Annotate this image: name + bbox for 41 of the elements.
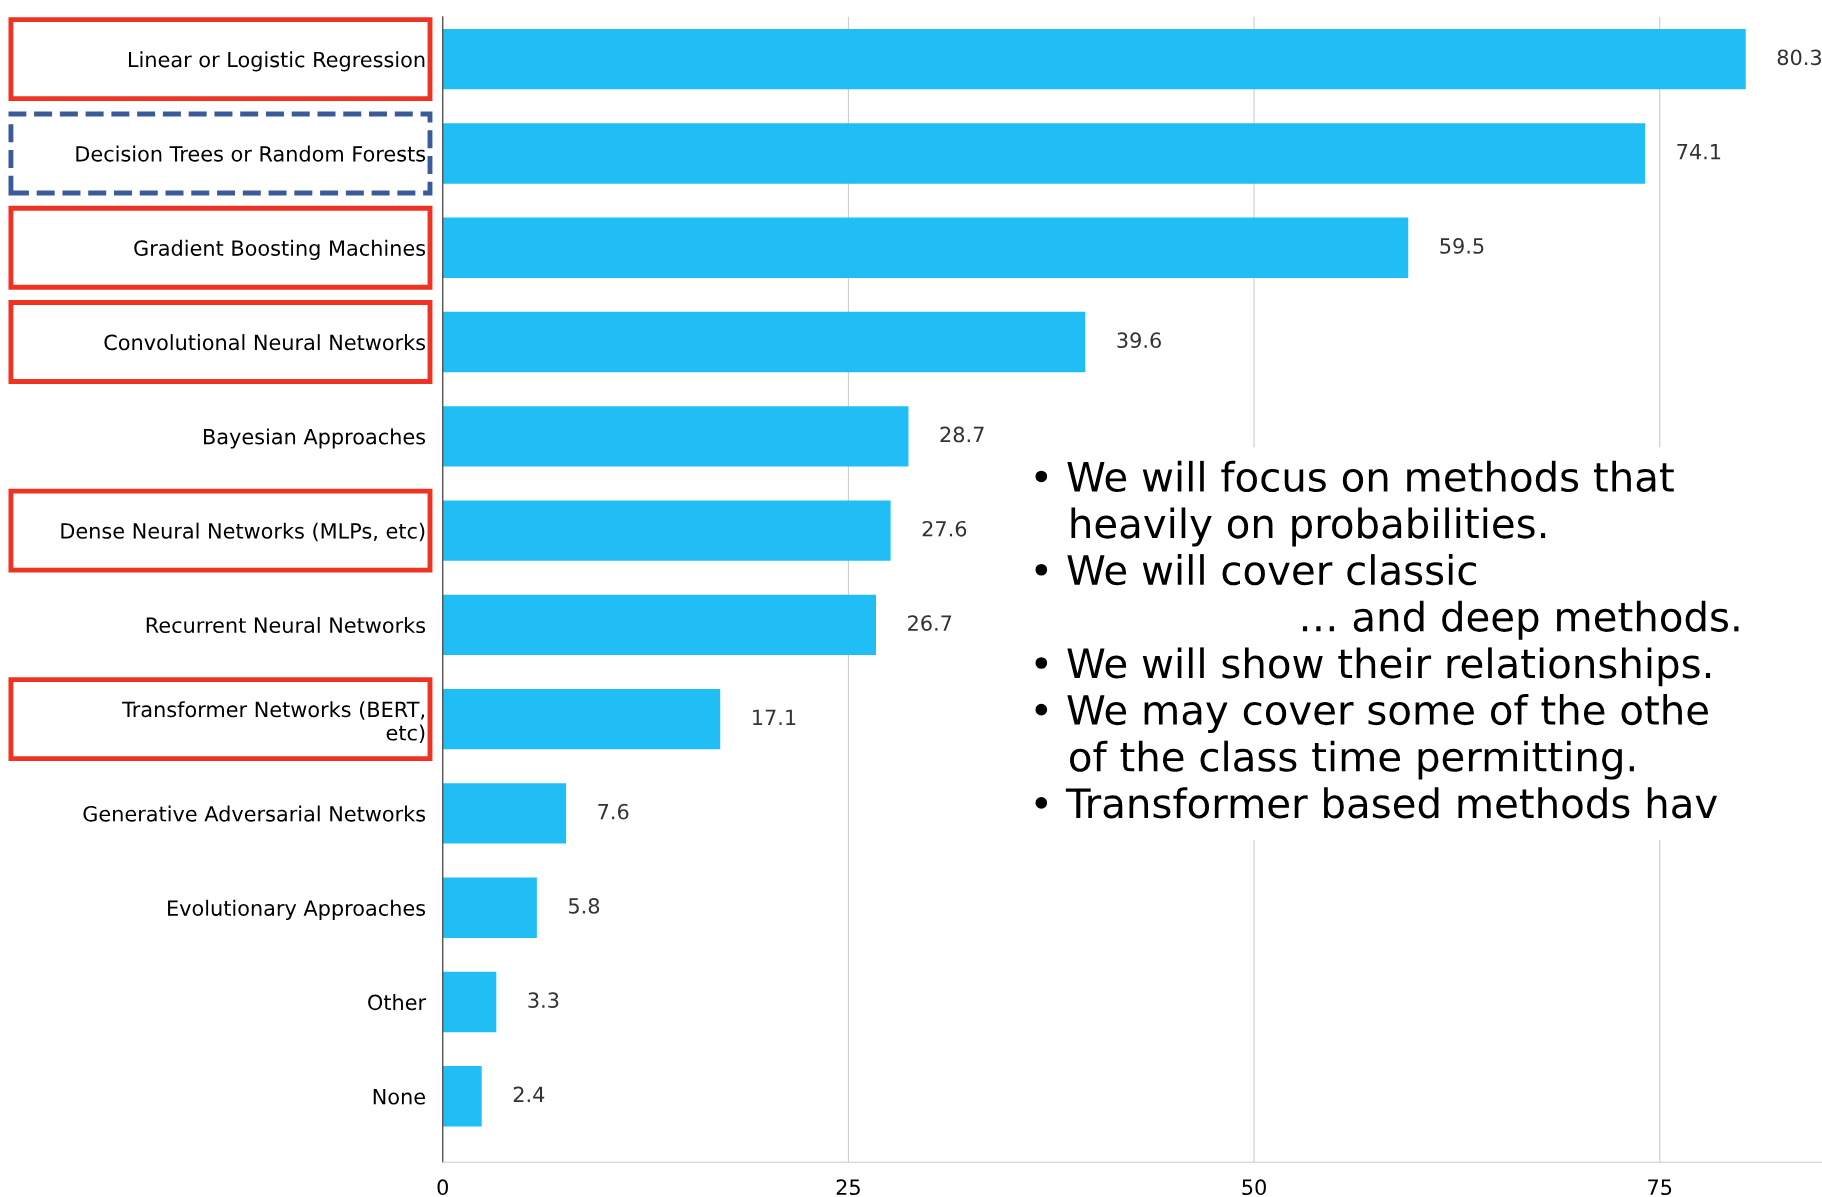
data-label: 80.3 xyxy=(1777,49,1822,66)
x-tick-label: 75 xyxy=(1648,1179,1672,1196)
annotation: • We will focus on methods that heavily on probabilities. • We will cover classic … and deep methods. • We will show their relationships. • We may cover some of the othe of the class time permitting. • Transformer based methods hav xyxy=(1035,460,1739,819)
bar xyxy=(442,1066,482,1127)
y-tick-label: Decision Trees or Random Forests xyxy=(76,145,426,162)
y-tick-label: Bayesian Approaches xyxy=(204,428,426,449)
x-tick-label: 25 xyxy=(836,1179,860,1196)
y-tick-label: None xyxy=(373,1089,425,1105)
bar xyxy=(442,406,909,467)
bar xyxy=(442,217,1409,278)
data-label: 39.6 xyxy=(1117,332,1161,349)
data-label: 74.1 xyxy=(1677,144,1721,160)
data-label: 5.8 xyxy=(569,898,600,914)
data-label: 3.3 xyxy=(528,992,559,1009)
x-tick-label: 50 xyxy=(1242,1179,1266,1196)
data-label: 27.6 xyxy=(922,520,967,537)
data-label: 17.1 xyxy=(753,709,796,725)
bar xyxy=(442,783,567,844)
y-tick-label: Generative Adversarial Networks xyxy=(83,805,426,822)
data-label: 2.4 xyxy=(513,1086,545,1103)
data-label: 26.7 xyxy=(908,615,952,631)
bar xyxy=(442,594,876,656)
x-tick-label: 0 xyxy=(437,1179,448,1196)
bar xyxy=(442,123,1646,184)
bar xyxy=(442,311,1086,373)
bar xyxy=(442,971,497,1033)
y-tick-label: Linear or Logistic Regression xyxy=(128,51,425,72)
y-tick-label: Gradient Boosting Machines xyxy=(134,239,426,260)
data-label: 7.6 xyxy=(598,803,629,820)
y-tick-label: Evolutionary Approaches xyxy=(168,899,426,920)
bar xyxy=(442,877,537,938)
y-tick-label: Recurrent Neural Networks xyxy=(146,616,426,634)
y-tick-label: Transformer Networks (BERT, etc) xyxy=(122,701,425,744)
y-tick-label: Other xyxy=(368,994,427,1011)
data-label: 59.5 xyxy=(1440,238,1484,254)
y-tick-label: Convolutional Neural Networks xyxy=(104,334,426,351)
bar xyxy=(442,688,721,750)
bar xyxy=(442,29,1746,90)
bar xyxy=(442,500,891,561)
y-tick-label: Dense Neural Networks (MLPs, etc) xyxy=(61,522,425,542)
data-label: 28.7 xyxy=(940,426,984,443)
